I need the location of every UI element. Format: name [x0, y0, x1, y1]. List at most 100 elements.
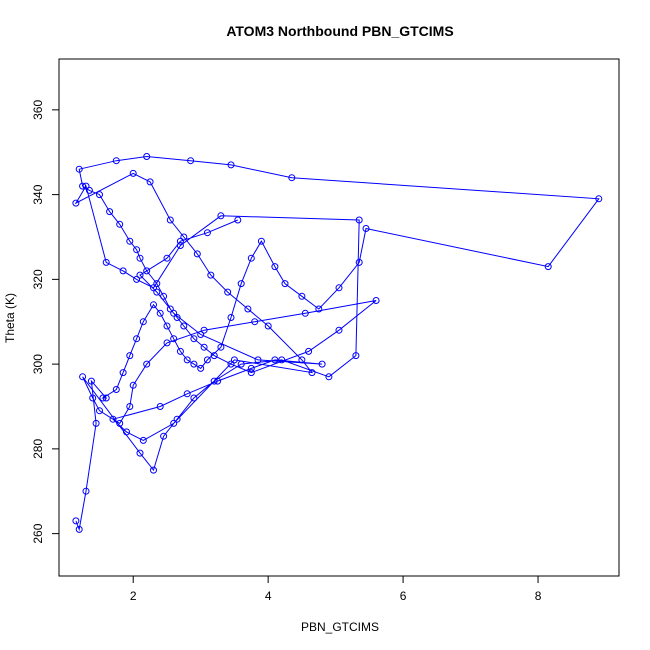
data-point	[160, 432, 168, 440]
data-point	[335, 284, 343, 292]
data-point	[207, 271, 215, 279]
data-point	[136, 449, 144, 457]
data-point	[227, 314, 235, 321]
data-point	[170, 419, 178, 427]
data-point	[112, 386, 120, 393]
data-point	[92, 419, 100, 427]
data-point	[217, 212, 225, 220]
data-point	[89, 394, 97, 402]
data-point	[187, 157, 195, 165]
data-point	[146, 178, 154, 186]
data-point	[106, 208, 114, 216]
data-point	[237, 360, 245, 368]
y-tick-label: 360	[31, 100, 45, 120]
y-tick-label: 300	[31, 354, 45, 374]
data-point	[595, 195, 603, 203]
data-point	[264, 322, 272, 330]
data-point	[173, 314, 181, 321]
data-point	[136, 254, 144, 262]
data-point	[102, 258, 110, 266]
data-point	[150, 466, 157, 474]
data-point	[156, 403, 164, 410]
data-point	[247, 254, 255, 262]
data-point	[166, 216, 174, 224]
data-point	[288, 174, 296, 182]
data-point	[362, 225, 370, 232]
data-point	[247, 364, 255, 372]
data-point	[136, 271, 144, 279]
data-point	[203, 229, 211, 237]
data-point	[133, 335, 141, 343]
data-point	[278, 356, 286, 364]
data-point	[176, 347, 184, 355]
data-point	[166, 305, 174, 313]
y-axis: 260 280 300 320 340 360	[31, 100, 60, 544]
data-point	[305, 347, 313, 355]
data-point	[153, 288, 161, 296]
data-point	[143, 267, 151, 275]
chart-title: ATOM3 Northbound PBN_GTCIMS	[226, 23, 453, 39]
series-line	[74, 155, 600, 532]
data-point	[271, 263, 279, 271]
data-point	[355, 258, 363, 266]
data-point	[237, 280, 245, 288]
data-point	[82, 487, 90, 495]
data-point	[96, 191, 103, 199]
x-tick-label: 2	[130, 589, 137, 603]
data-point	[75, 525, 83, 533]
data-point	[193, 250, 201, 258]
data-point	[183, 356, 191, 364]
data-point	[112, 157, 120, 165]
data-point	[335, 326, 343, 334]
data-point	[372, 297, 380, 304]
data-point	[75, 165, 83, 173]
data-point	[190, 360, 198, 368]
data-point	[298, 356, 306, 364]
data-point	[247, 369, 255, 377]
y-tick-label: 280	[31, 439, 45, 459]
data-point	[210, 352, 218, 360]
data-point	[129, 169, 137, 177]
y-tick-label: 320	[31, 269, 45, 289]
data-point	[119, 369, 127, 377]
x-axis: 2 4 6 8	[130, 575, 542, 603]
data-point	[126, 352, 134, 360]
data-point	[197, 364, 205, 372]
y-axis-label: Theta (K)	[3, 293, 17, 343]
y-tick-label: 340	[31, 184, 45, 204]
data-point	[203, 356, 211, 364]
data-point	[72, 199, 80, 207]
plot-layer	[72, 153, 603, 533]
data-point	[119, 267, 127, 275]
data-point	[150, 301, 157, 309]
x-tick-label: 4	[265, 589, 272, 603]
x-axis-label: PBN_GTCIMS	[301, 620, 379, 634]
data-point	[150, 284, 157, 292]
data-point	[133, 246, 141, 254]
data-point	[123, 428, 130, 436]
data-point	[315, 305, 323, 313]
data-point	[102, 394, 110, 402]
data-point	[139, 436, 147, 444]
data-point	[224, 288, 232, 296]
data-point	[227, 161, 235, 169]
data-point	[160, 292, 168, 300]
data-point	[200, 326, 208, 334]
data-point	[180, 322, 188, 330]
data-point	[109, 415, 117, 423]
data-point	[133, 275, 141, 283]
data-point	[143, 360, 151, 368]
data-point	[227, 360, 235, 368]
y-tick-label: 260	[31, 523, 45, 543]
data-point	[352, 352, 360, 360]
data-point	[116, 220, 124, 228]
data-point	[197, 331, 205, 338]
data-point	[85, 186, 93, 194]
data-point	[79, 373, 87, 381]
data-point	[170, 335, 178, 343]
data-point	[217, 343, 225, 351]
data-point	[176, 237, 184, 245]
data-point	[156, 309, 164, 317]
data-point	[82, 182, 90, 190]
